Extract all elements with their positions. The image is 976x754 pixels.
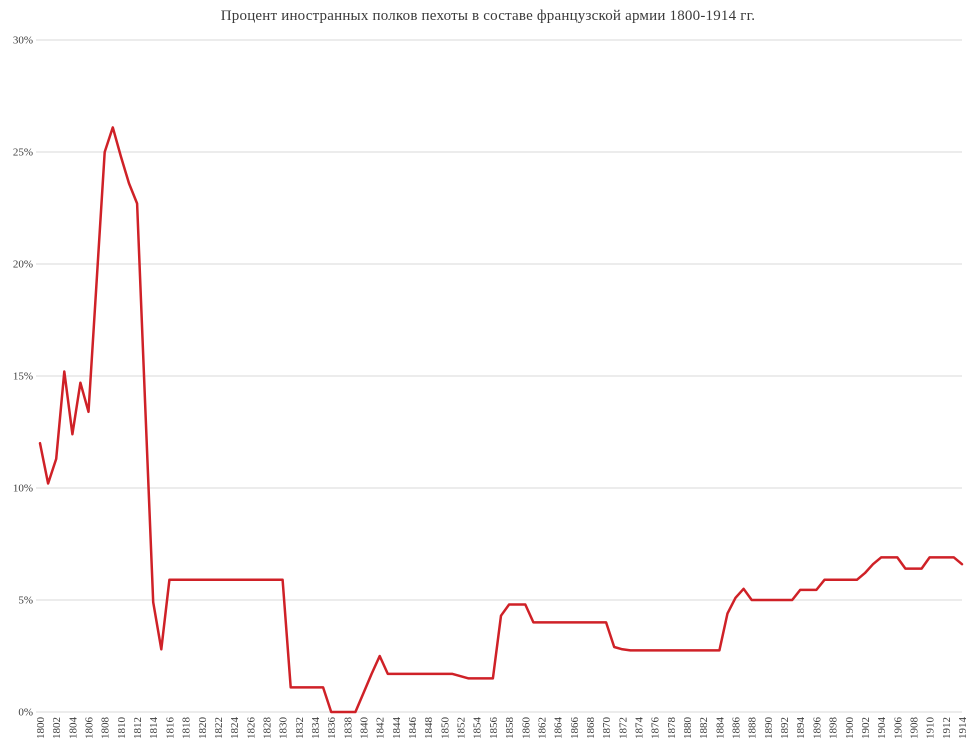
data-line-series [38,126,964,714]
x-tick-label-1838: 1838 [342,717,354,740]
x-tick-label-1830: 1830 [278,717,290,740]
x-axis-labels: 1800 1802 1804 1806 1808 1810 1812 1814 1816 1818… [35,717,969,740]
x-tick-label-1846: 1846 [407,717,419,740]
y-tick-label-5: 5% [18,595,33,607]
x-tick-label-1812: 1812 [132,717,144,739]
x-tick-label-1872: 1872 [617,717,629,739]
x-tick-label-1912: 1912 [941,717,953,739]
x-tick-label-1910: 1910 [925,717,937,740]
x-tick-label-1852: 1852 [456,717,468,739]
x-tick-label-1870: 1870 [601,717,613,740]
x-tick-label-1806: 1806 [84,717,96,740]
gridlines [36,39,962,713]
x-tick-label-1892: 1892 [779,717,791,739]
x-tick-label-1880: 1880 [682,717,694,740]
x-tick-label-1898: 1898 [828,717,840,740]
x-tick-label-1824: 1824 [229,717,241,740]
x-tick-label-1836: 1836 [326,717,338,740]
x-tick-label-1908: 1908 [908,717,920,740]
x-tick-label-1890: 1890 [763,717,775,740]
x-tick-label-1874: 1874 [633,717,645,740]
x-tick-label-1854: 1854 [472,717,484,740]
x-tick-label-1862: 1862 [536,717,548,739]
x-tick-label-1896: 1896 [811,717,823,740]
x-tick-label-1858: 1858 [504,717,516,740]
x-tick-label-1832: 1832 [294,717,306,739]
x-tick-label-1864: 1864 [553,717,565,740]
x-tick-label-1882: 1882 [698,717,710,739]
x-tick-label-1844: 1844 [391,717,403,740]
x-tick-label-1856: 1856 [488,717,500,740]
chart-title: Процент иностранных полков пехоты в сост… [220,8,756,24]
x-tick-label-1886: 1886 [731,717,743,740]
y-tick-label-25: 25% [13,147,33,159]
x-tick-label-1888: 1888 [747,717,759,740]
x-tick-label-1878: 1878 [666,717,678,740]
x-tick-label-1904: 1904 [876,717,888,740]
x-tick-label-1876: 1876 [650,717,662,740]
x-tick-label-1906: 1906 [892,717,904,740]
x-tick-label-1816: 1816 [164,717,176,740]
y-tick-label-15: 15% [13,371,33,383]
x-tick-label-1808: 1808 [100,717,112,740]
x-tick-label-1894: 1894 [795,717,807,740]
x-tick-label-1848: 1848 [423,717,435,740]
x-tick-label-1842: 1842 [375,717,387,739]
y-tick-label-0: 0% [18,707,33,719]
y-axis-labels: 0% 5% 10% 15% 20% 25% 30% [13,35,33,719]
x-tick-label-1814: 1814 [148,717,160,740]
x-tick-label-1822: 1822 [213,717,225,739]
x-tick-label-1902: 1902 [860,717,872,739]
y-tick-label-10: 10% [13,483,33,495]
x-tick-label-1818: 1818 [181,717,193,740]
y-tick-label-30: 30% [13,35,33,47]
x-tick-label-1850: 1850 [439,717,451,740]
x-tick-label-1884: 1884 [714,717,726,740]
x-tick-label-1900: 1900 [844,717,856,740]
y-tick-label-20: 20% [13,259,33,271]
x-tick-label-1804: 1804 [67,717,79,740]
x-tick-label-1820: 1820 [197,717,209,740]
x-tick-label-1860: 1860 [520,717,532,740]
x-tick-label-1840: 1840 [359,717,371,740]
x-tick-label-1800: 1800 [35,717,47,740]
x-tick-label-1828: 1828 [261,717,273,740]
x-tick-label-1826: 1826 [245,717,257,740]
x-tick-label-1834: 1834 [310,717,322,740]
x-tick-label-1866: 1866 [569,717,581,740]
x-tick-label-1810: 1810 [116,717,128,740]
x-tick-label-1868: 1868 [585,717,597,740]
x-tick-label-1914: 1914 [957,717,969,740]
x-tick-label-1802: 1802 [51,717,63,739]
